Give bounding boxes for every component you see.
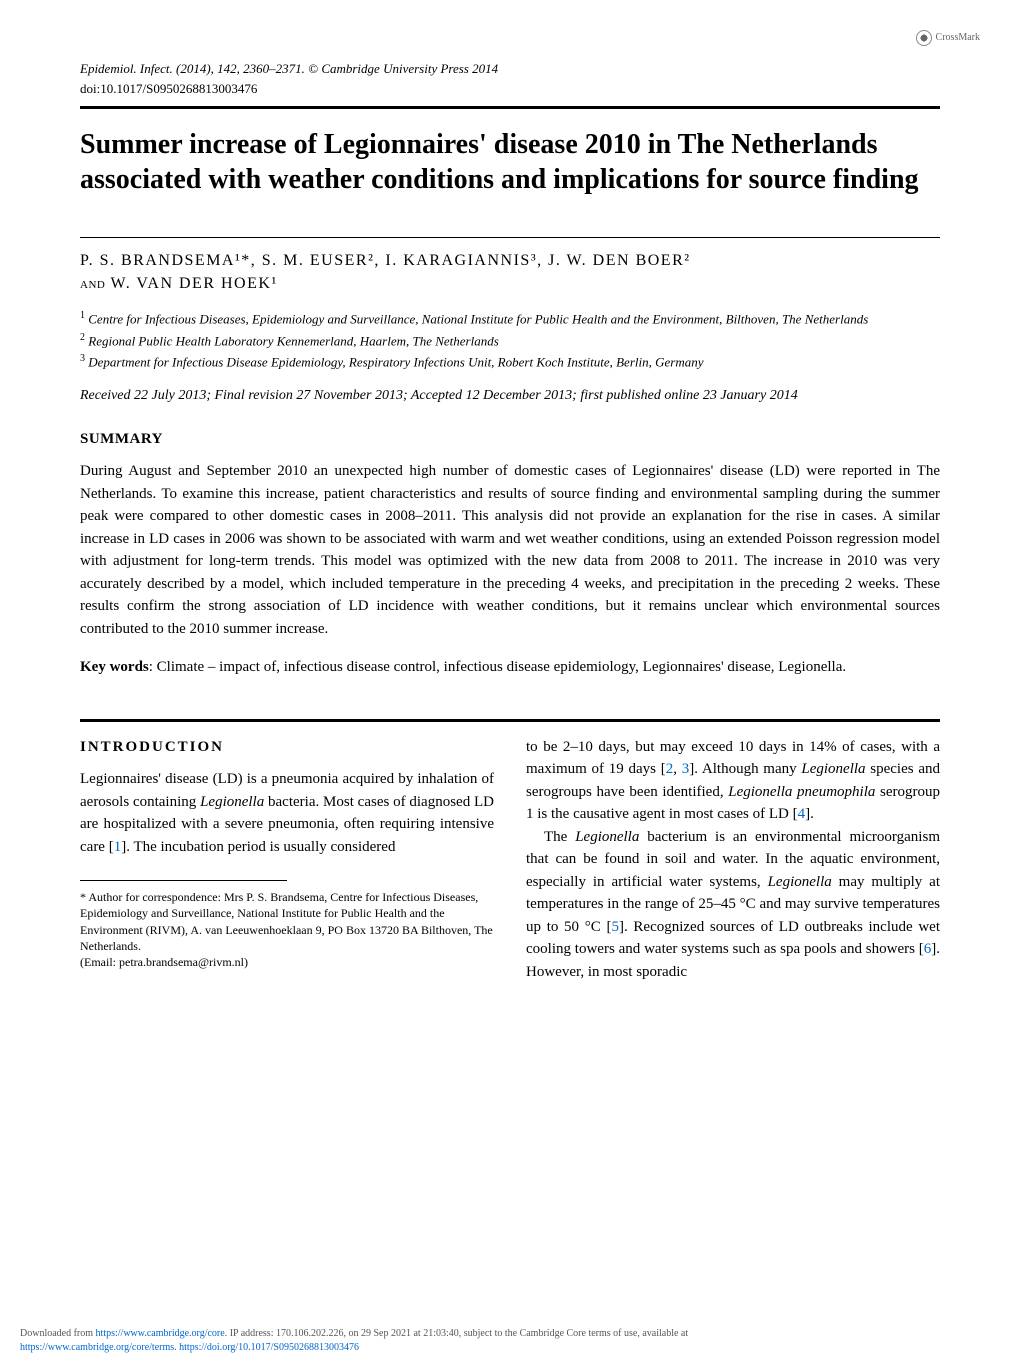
- download-footer: Downloaded from https://www.cambridge.or…: [0, 1321, 1020, 1361]
- aff-text-1: Centre for Infectious Diseases, Epidemio…: [85, 311, 868, 326]
- intro-r2-ital2: Legionella: [768, 874, 832, 890]
- introduction-heading: INTRODUCTION: [80, 736, 494, 759]
- correspondence-footnote: * Author for correspondence: Mrs P. S. B…: [80, 889, 494, 970]
- footnote-email: (Email: petra.brandsema@rivm.nl): [80, 955, 248, 969]
- rule-top: [80, 106, 940, 109]
- summary-text: During August and September 2010 an unex…: [80, 460, 940, 640]
- rule-under-title: [80, 237, 940, 238]
- aff-text-3: Department for Infectious Disease Epidem…: [85, 355, 703, 370]
- footnote-corr: * Author for correspondence: Mrs P. S. B…: [80, 890, 493, 953]
- intro-r1b: ]. Although many: [689, 761, 801, 777]
- intro-l1-ital: Legionella: [200, 794, 264, 810]
- intro-r1-ital2: Legionella pneumophila: [728, 784, 875, 800]
- dl-url1[interactable]: https://www.cambridge.org/core: [96, 1328, 225, 1339]
- intro-r1-ital1: Legionella: [801, 761, 865, 777]
- body-two-column: INTRODUCTION Legionnaires' disease (LD) …: [80, 736, 940, 984]
- intro-r2a: The: [544, 829, 575, 845]
- affiliation-1: 1 Centre for Infectious Diseases, Epidem…: [80, 309, 940, 329]
- dl-a: Downloaded from: [20, 1328, 96, 1339]
- keywords-text-inner: : Climate – impact of, infectious diseas…: [149, 659, 846, 675]
- column-right: to be 2–10 days, but may exceed 10 days …: [526, 736, 940, 984]
- affiliation-3: 3 Department for Infectious Disease Epid…: [80, 352, 940, 372]
- rule-before-body: [80, 719, 940, 722]
- authors-last: W. VAN DER HOEK¹: [105, 275, 277, 292]
- intro-left-p1: Legionnaires' disease (LD) is a pneumoni…: [80, 768, 494, 858]
- summary-heading: SUMMARY: [80, 429, 940, 450]
- intro-right-p1: to be 2–10 days, but may exceed 10 days …: [526, 736, 940, 826]
- aff-text-2: Regional Public Health Laboratory Kennem…: [85, 333, 499, 348]
- column-left: INTRODUCTION Legionnaires' disease (LD) …: [80, 736, 494, 984]
- dl-b: . IP address: 170.106.202.226, on 29 Sep…: [225, 1328, 688, 1339]
- journal-citation: Epidemiol. Infect. (2014), 142, 2360–237…: [80, 60, 940, 78]
- keywords: Key words: Climate – impact of, infectio…: [80, 656, 940, 679]
- dl-url3[interactable]: https://doi.org/10.1017/S095026881300347…: [179, 1342, 359, 1353]
- intro-l1c: ]. The incubation period is usually cons…: [121, 839, 395, 855]
- authors-and: AND: [80, 279, 105, 291]
- crossmark-badge: CrossMark: [916, 30, 980, 46]
- keywords-label: Key words: [80, 659, 149, 675]
- footnote-rule: [80, 880, 287, 881]
- ref-5[interactable]: 5: [611, 919, 619, 935]
- crossmark-icon: [916, 30, 932, 46]
- keywords-text: : Climate – impact of, infectious diseas…: [149, 659, 846, 675]
- dl-url2[interactable]: https://www.cambridge.org/core/terms: [20, 1342, 174, 1353]
- author-list: P. S. BRANDSEMA¹*, S. M. EUSER², I. KARA…: [80, 250, 940, 295]
- crossmark-label: CrossMark: [936, 31, 980, 45]
- article-dates: Received 22 July 2013; Final revision 27…: [80, 386, 940, 406]
- doi: doi:10.1017/S0950268813003476: [80, 80, 940, 98]
- intro-r2-ital1: Legionella: [575, 829, 639, 845]
- intro-r1e: ].: [805, 806, 814, 822]
- article-title: Summer increase of Legionnaires' disease…: [80, 127, 940, 197]
- ref-4[interactable]: 4: [798, 806, 806, 822]
- authors-main: P. S. BRANDSEMA¹*, S. M. EUSER², I. KARA…: [80, 252, 691, 269]
- affiliation-2: 2 Regional Public Health Laboratory Kenn…: [80, 331, 940, 351]
- intro-r1-comma: ,: [673, 761, 681, 777]
- intro-right-p2: The Legionella bacterium is an environme…: [526, 826, 940, 984]
